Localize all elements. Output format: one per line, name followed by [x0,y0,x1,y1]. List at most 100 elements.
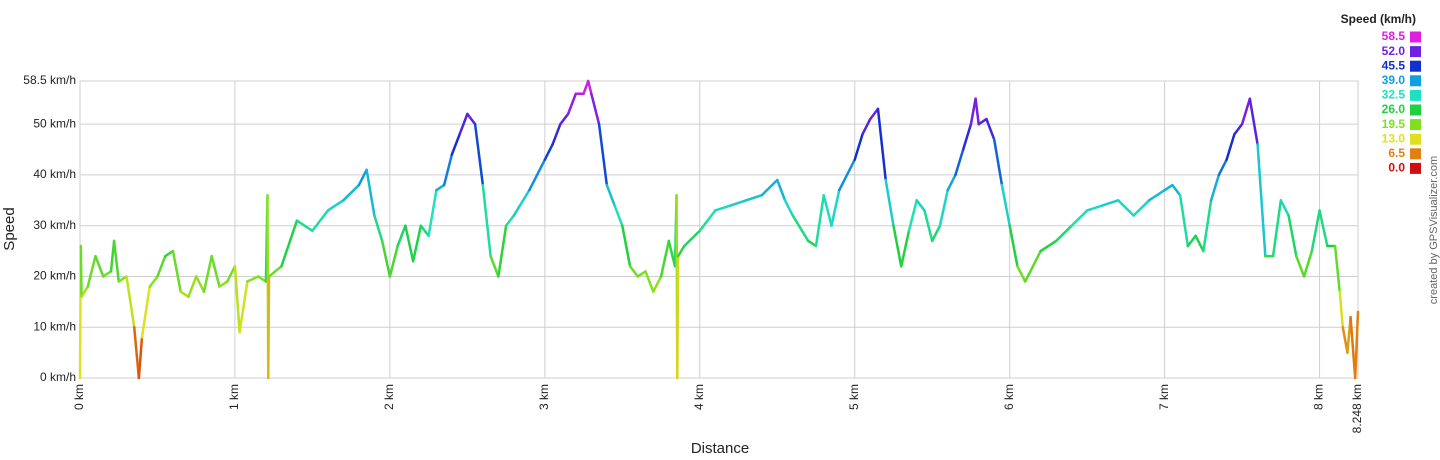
line-segment [404,224,415,263]
line-segment [543,143,554,161]
legend-swatch [1410,119,1421,131]
line-segment [930,224,942,243]
x-tick-label: 4 km [692,384,706,410]
legend-label: 19.5 [1382,117,1406,131]
line-segment [590,92,601,126]
line-segment [218,280,229,288]
line-segment [1186,234,1197,248]
line-segment [80,285,89,299]
line-segment [194,275,206,293]
line-segment [112,239,120,283]
line-segment [427,188,438,238]
line-segment [411,224,423,263]
legend-label: 52.0 [1382,44,1406,58]
line-segment [683,229,702,248]
line-segment [171,249,182,293]
legend-swatch [1410,31,1421,43]
line-segment [179,290,190,299]
line-segment [117,275,128,283]
line-segment [388,244,399,278]
line-segment [473,122,485,187]
line-segment [481,183,492,258]
y-axis-label: Speed [1,207,18,250]
line-segment [1209,173,1221,202]
line-segment [837,158,856,192]
line-segment [187,275,198,299]
line-segment [1338,290,1345,329]
line-segment [974,97,980,126]
legend-label: 58.5 [1382,29,1406,43]
y-tick-label: 50 km/h [33,116,76,130]
line-segment [745,193,764,202]
line-segment [559,112,570,126]
line-segment [729,199,748,207]
line-segment [380,239,392,278]
line-segment [238,280,249,334]
plot-frame [79,80,1359,379]
line-segment [814,193,825,248]
line-segment [1333,244,1341,293]
line-segment [357,168,368,187]
legend-swatch [1410,60,1421,72]
legend-label: 32.5 [1382,88,1406,102]
line-segment [783,199,795,217]
legend-label: 45.5 [1382,58,1406,72]
line-segment [613,204,624,227]
line-segment [1163,183,1174,192]
line-segment [267,265,283,278]
line-segment [202,254,213,293]
line-segment [1233,122,1244,136]
legend-swatch [1410,148,1421,160]
line-segment [1202,199,1213,253]
legend-swatch [1410,133,1421,145]
line-segment [489,254,500,278]
line-segment [1240,97,1252,126]
line-segment [582,79,590,95]
line-segment [1287,214,1298,258]
line-segment [586,79,593,95]
line-segment [1318,209,1329,248]
x-axis-label: Distance [691,440,749,457]
line-segment [233,265,241,334]
line-segment [628,265,640,278]
line-segment [892,224,903,268]
line-segment [504,214,516,227]
line-segment [140,285,151,339]
line-segment [597,122,609,187]
line-segment [466,112,477,126]
line-segment [435,183,446,192]
line-segment [419,224,430,238]
line-segment [938,188,949,227]
line-segment [86,254,97,288]
line-segment [311,209,330,233]
line-segment [365,168,376,217]
line-segment [1178,193,1190,248]
x-tick-label: 1 km [227,384,241,410]
line-segment [450,133,461,156]
legend-swatch [1410,162,1421,174]
line-segment [1256,143,1267,258]
line-segment [94,254,105,278]
line-segment [605,183,616,207]
line-segment [551,122,562,146]
line-segment [969,97,977,126]
legend-label: 39.0 [1382,73,1406,87]
line-segment [899,229,911,268]
line-segment [621,224,632,268]
legend-title: Speed (km/h) [1341,12,1416,26]
x-tick-label: 5 km [847,384,861,410]
line-segment [1023,249,1042,283]
line-segment [884,178,895,227]
line-segment [861,117,872,136]
legend-swatch [1410,75,1421,87]
line-segment [1132,199,1151,217]
y-tick-label: 0 km/h [40,370,76,384]
line-segment [256,275,268,283]
legend-label: 6.5 [1388,146,1405,160]
line-segment [458,112,469,136]
line-segment [636,270,647,278]
y-tick-label: 30 km/h [33,218,76,232]
line-segment [442,153,454,187]
line-segment [163,249,175,258]
line-segment [1171,183,1182,197]
